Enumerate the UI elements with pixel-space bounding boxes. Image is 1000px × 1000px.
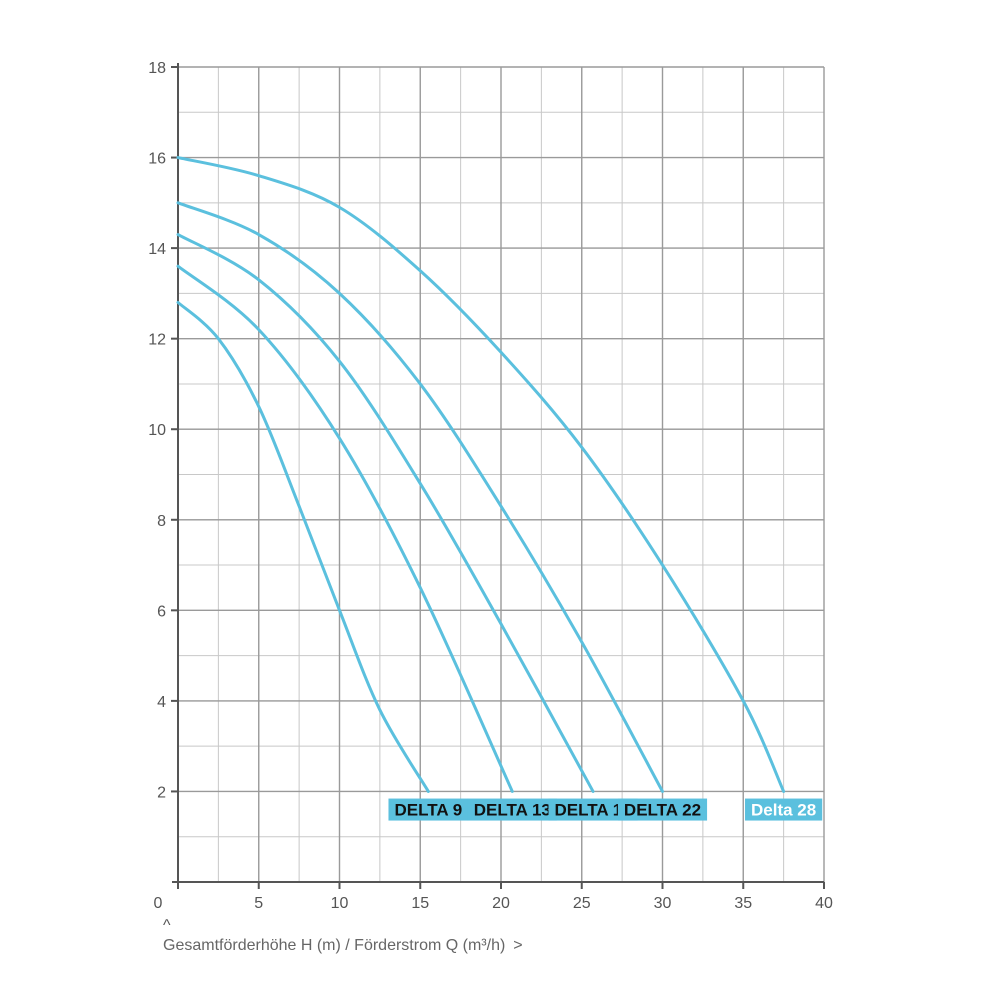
series-tag-1: DELTA 9 [388, 798, 469, 821]
x-tick-label: 30 [654, 895, 672, 912]
y-tick-label: 2 [157, 784, 166, 801]
series-label-bg [467, 798, 557, 821]
series-label-bg [745, 798, 823, 821]
series-tag-4: DELTA 22 [617, 798, 708, 821]
x-tick-label: 25 [573, 895, 591, 912]
series-curves [176, 156, 786, 793]
y-tick-label: 6 [157, 603, 166, 620]
series-label: DELTA 22 [624, 801, 701, 820]
series-label-bg [617, 798, 708, 821]
series-label: DELTA 9 [394, 801, 462, 820]
series-tag-2: DELTA 13 [467, 798, 557, 821]
series-line-4 [176, 201, 664, 793]
y-tick-label: 14 [148, 241, 166, 258]
x-tick-label: 0 [154, 895, 163, 912]
x-tick-label: 40 [815, 895, 833, 912]
y-tick-label: 4 [157, 694, 166, 711]
x-axis-label: Gesamtförderhöhe H (m) / Förderstrom Q (… [163, 937, 505, 954]
series-label: DELTA 17 [554, 801, 631, 820]
series-label-bg [548, 798, 638, 821]
x-tick-label: 35 [734, 895, 752, 912]
series-tag-3: DELTA 17 [548, 798, 638, 821]
y-tick-label: 10 [148, 422, 166, 439]
x-axis-label-arrow: > [513, 937, 522, 954]
x-tick-label: 10 [331, 895, 349, 912]
series-line-3 [176, 233, 595, 793]
series-line-5 [176, 156, 786, 793]
y-tick-label: 12 [148, 332, 166, 349]
tick-labels: 0 5 10 15 20 25 30 35 40 2 4 6 8 10 12 14 16 18 [148, 60, 833, 912]
series-label: DELTA 13 [474, 801, 551, 820]
series-line-2 [176, 264, 514, 793]
x-tick-label: 15 [411, 895, 429, 912]
series-line-1 [176, 300, 430, 793]
axes [171, 63, 825, 889]
series-label: Delta 28 [751, 801, 816, 820]
y-tick-label: 18 [148, 60, 166, 77]
y-tick-label: 16 [148, 151, 166, 168]
series-tag-5: Delta 28 [745, 798, 823, 821]
x-axis-start-caret: ^ [163, 917, 171, 934]
y-tick-label: 8 [157, 513, 166, 530]
x-tick-label: 20 [492, 895, 510, 912]
series-label-bg [388, 798, 469, 821]
x-tick-label: 5 [254, 895, 263, 912]
